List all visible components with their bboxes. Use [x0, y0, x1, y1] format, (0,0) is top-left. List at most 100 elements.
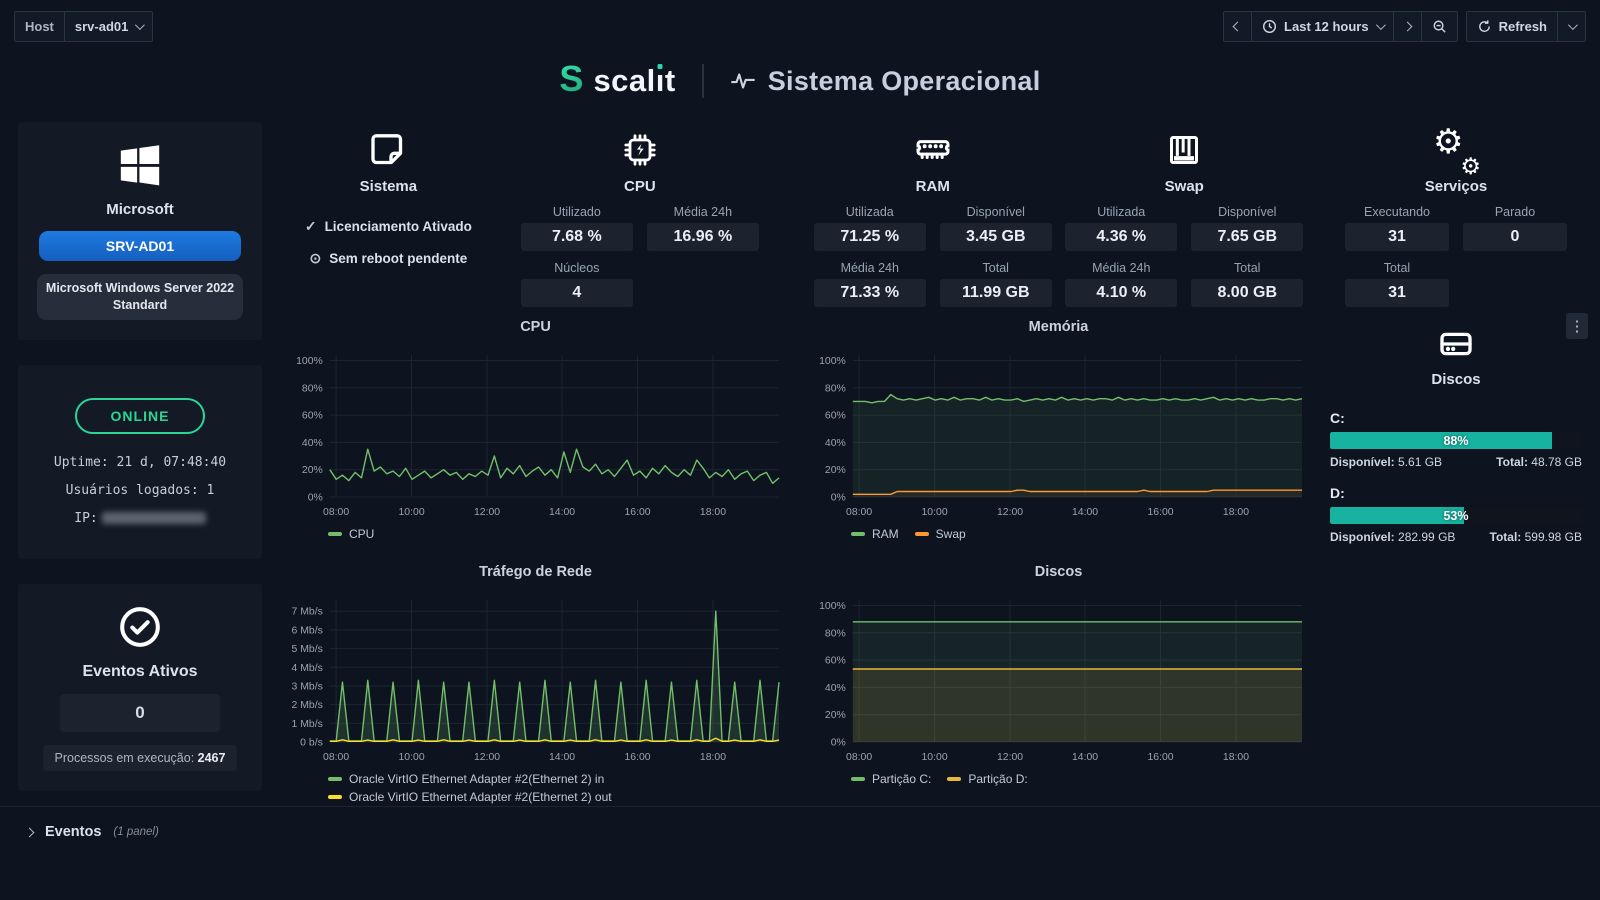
swap-icon [1164, 128, 1204, 172]
brand-name: scalıt [593, 63, 676, 98]
cpu-chart[interactable]: 0% 20% 40% 60% 80% 100% 08:00 10:00 12:00 14:00 16… [284, 345, 787, 523]
svg-text:0%: 0% [831, 492, 846, 503]
svg-text:10:00: 10:00 [398, 507, 424, 518]
windows-logo-icon [117, 142, 163, 188]
disk-d-available: Disponível: 282.99 GB [1330, 530, 1456, 544]
row-divider [0, 806, 1600, 807]
legend-item[interactable]: RAM [851, 527, 899, 541]
ram-stat: RAM Utilizada 71.25 % Disponível 3.45 GB M… [807, 122, 1059, 307]
disk-d-total: Total: 599.98 GB [1489, 530, 1583, 544]
activity-pulse-icon [730, 68, 756, 94]
disks-panel: ⋮ Discos C: 88% Disponível: 5.61 GB [1330, 313, 1588, 544]
svg-text:16:00: 16:00 [624, 752, 650, 763]
cpu-chart-panel: CPU 0% 20% 40% 60% 80% 100% 08:00 10:00 12:00 14:… [284, 313, 787, 544]
svg-text:0 b/s: 0 b/s [300, 737, 323, 748]
active-events-panel: Eventos Ativos 0 Processos em execução: … [18, 583, 262, 791]
legend-item[interactable]: Oracle VirtIO Ethernet Adapter #2(Ethern… [328, 772, 787, 786]
refresh-interval-dropdown[interactable] [1558, 12, 1585, 41]
logged-users-text: Usuários logados: 1 [65, 482, 215, 498]
sidebar: Microsoft SRV-AD01 Microsoft Windows Ser… [18, 122, 262, 804]
reboot-status: ⊙ Sem reboot pendente [309, 250, 468, 266]
svg-text:14:00: 14:00 [1072, 752, 1098, 763]
network-chart-title[interactable]: Tráfego de Rede [479, 564, 592, 580]
disk-d-row: D: 53% Disponível: 282.99 GB Total: 599.… [1330, 485, 1582, 544]
memory-chart-title[interactable]: Memória [1028, 319, 1089, 335]
network-chart[interactable]: 0 b/s 1 Mb/s 2 Mb/s 3 Mb/s 4 Mb/s 5 Mb/s 6 Mb/… [284, 590, 787, 768]
clock-icon [1262, 19, 1277, 34]
legend-item[interactable]: Partição C: [851, 772, 931, 786]
svg-text:16:00: 16:00 [1147, 507, 1173, 518]
time-forward-button[interactable] [1394, 12, 1422, 41]
vendor-name: Microsoft [106, 201, 174, 218]
disks-chart-panel: Discos 0% 20% 40% 60% 80% 100% 08:00 10:00 12:00… [807, 558, 1310, 804]
svg-text:60%: 60% [302, 411, 323, 422]
server-info-panel: Microsoft SRV-AD01 Microsoft Windows Ser… [18, 122, 262, 340]
disks-chart-title[interactable]: Discos [1034, 564, 1083, 580]
svg-text:60%: 60% [825, 656, 846, 667]
svg-text:100%: 100% [819, 601, 846, 612]
ram-title: RAM [915, 178, 950, 195]
svg-text:14:00: 14:00 [549, 507, 575, 518]
cpu-chart-title[interactable]: CPU [520, 319, 551, 335]
cpu-cores-metric: Núcleos 4 [520, 261, 633, 307]
disk-c-total: Total: 48.78 GB [1496, 455, 1582, 469]
charts-grid: CPU 0% 20% 40% 60% 80% 100% 08:00 10:00 12:00 14:… [284, 313, 1588, 804]
hostname-badge: SRV-AD01 [39, 231, 241, 261]
svg-text:10:00: 10:00 [921, 507, 947, 518]
chevron-left-icon [1232, 21, 1243, 32]
network-chart-legend: Oracle VirtIO Ethernet Adapter #2(Ethern… [284, 768, 787, 804]
legend-item[interactable]: Partição D: [947, 772, 1028, 786]
legend-item[interactable]: CPU [328, 527, 374, 541]
disks-chart-legend: Partição C: Partição D: [807, 768, 1310, 786]
zoom-out-button[interactable] [1422, 12, 1457, 41]
host-variable-picker[interactable]: Host srv-ad01 [14, 11, 154, 42]
services-running-metric: Executando 31 [1345, 205, 1449, 251]
swap-available-metric: Disponível 7.65 GB [1191, 205, 1304, 251]
swap-title: Swap [1164, 178, 1204, 195]
memory-chart-panel: Memória 0% 20% 40% 60% 80% 100% 08:00 10:00 12:0… [807, 313, 1310, 544]
panel-menu-kebab-icon[interactable]: ⋮ [1566, 313, 1588, 339]
sistema-title: Sistema [359, 178, 418, 195]
time-back-button[interactable] [1224, 12, 1253, 41]
disk-c-gauge: 88% [1330, 432, 1582, 449]
svg-text:20%: 20% [825, 465, 846, 476]
chevron-down-icon [135, 20, 146, 31]
svg-text:6 Mb/s: 6 Mb/s [291, 625, 322, 636]
legend-item[interactable]: Swap [914, 527, 966, 541]
sistema-stat: Sistema ✓ Licenciamento Ativado ⊙ Sem re… [284, 122, 493, 307]
svg-text:40%: 40% [825, 683, 846, 694]
zoom-out-icon [1432, 19, 1447, 34]
refresh-button[interactable]: Refresh [1467, 12, 1558, 41]
cpu-used-metric: Utilizado 7.68 % [520, 205, 633, 251]
time-controls: Last 12 hours [1223, 11, 1458, 42]
refresh-icon [1477, 19, 1492, 34]
svg-text:12:00: 12:00 [997, 752, 1023, 763]
cpu-chart-legend: CPU [284, 523, 787, 541]
hard-drive-icon [1435, 323, 1477, 365]
legend-item[interactable]: Oracle VirtIO Ethernet Adapter #2(Ethern… [328, 790, 787, 804]
time-range-picker[interactable]: Last 12 hours [1252, 12, 1394, 41]
svg-text:08:00: 08:00 [323, 752, 349, 763]
disks-chart[interactable]: 0% 20% 40% 60% 80% 100% 08:00 10:00 12:00 14:00 16… [807, 590, 1310, 768]
host-select[interactable]: srv-ad01 [65, 12, 152, 41]
svg-text:08:00: 08:00 [846, 752, 872, 763]
refresh-controls: Refresh [1465, 11, 1586, 42]
servicos-stat: ⚙ ⚙ Serviços Executando 31 Parado 0 Total 31 [1330, 122, 1582, 307]
network-chart-panel: Tráfego de Rede 0 b/s 1 Mb/s 2 Mb/s 3 Mb/s 4… [284, 558, 787, 804]
processes-pill: Processos em execução: 2467 [42, 744, 238, 771]
memory-chart[interactable]: 0% 20% 40% 60% 80% 100% 08:00 10:00 12:00 14:00 16… [807, 345, 1310, 523]
cpu-stat: CPU Utilizado 7.68 % Média 24h 16.96 % N… [493, 122, 787, 307]
header-divider [701, 64, 704, 98]
cpu-chip-icon [620, 128, 660, 172]
disk-c-available: Disponível: 5.61 GB [1330, 455, 1443, 469]
scalit-logo-icon: S [559, 58, 584, 99]
status-panel: ONLINE Uptime: 21 d, 07:48:40 Usuários l… [18, 364, 262, 559]
svg-text:14:00: 14:00 [549, 752, 575, 763]
svg-text:18:00: 18:00 [1223, 507, 1249, 518]
page-header: S scalıt Sistema Operacional [0, 52, 1600, 110]
note-icon [368, 128, 408, 172]
events-collapsed-row[interactable]: Eventos (1 panel) [0, 804, 1600, 844]
disks-panel-title: Discos [1431, 371, 1481, 388]
check-icon: ✓ [304, 218, 317, 234]
swap-used-metric: Utilizada 4.36 % [1065, 205, 1178, 251]
